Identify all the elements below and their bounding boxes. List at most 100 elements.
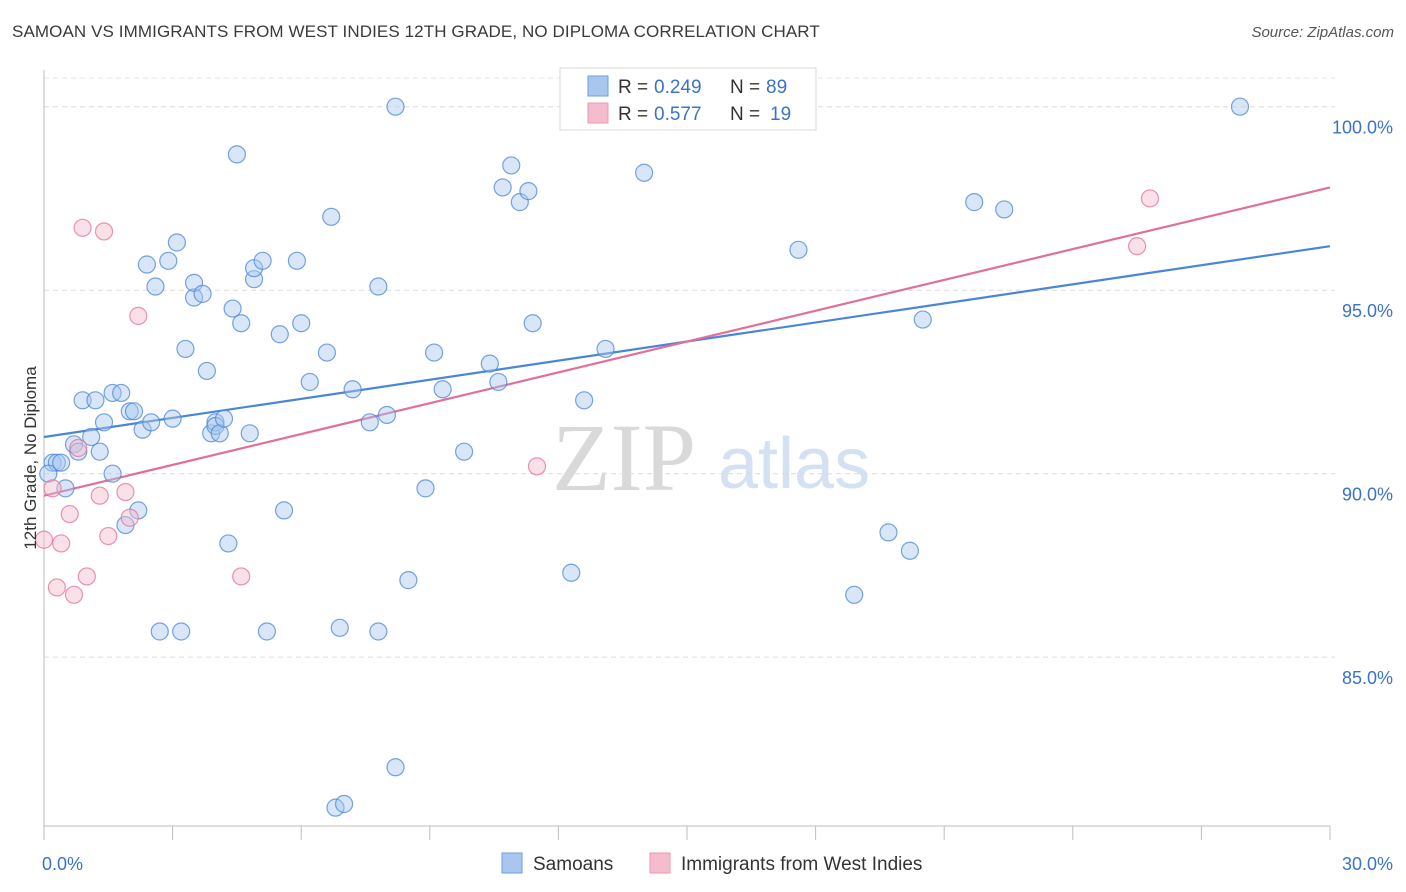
samoans-point — [232, 314, 251, 333]
samoans-point — [300, 372, 319, 392]
x-tick-label: 0.0% — [42, 854, 83, 874]
bottom-legend-swatch-west-indies — [649, 852, 671, 874]
y-tick-label: 85.0% — [1342, 668, 1393, 688]
bottom-legend-label-west-indies: Immigrants from West Indies — [681, 854, 922, 875]
legend-n-value-samoans: 89 — [766, 77, 787, 98]
samoans-point — [240, 424, 259, 443]
west-indies-point — [94, 222, 114, 241]
samoans-point — [112, 383, 131, 403]
samoans-point — [334, 794, 354, 814]
west-indies-point — [232, 567, 251, 586]
west-indies-point — [120, 508, 139, 527]
samoans-point — [163, 409, 182, 428]
bottom-legend-swatch-samoans — [501, 852, 523, 874]
samoans-point — [159, 251, 178, 270]
samoans-point — [176, 339, 195, 359]
west-indies-point — [60, 504, 79, 524]
watermark-atlas: atlas — [718, 424, 870, 504]
legend-r-label-samoans: R = — [618, 77, 648, 98]
samoans-point — [274, 501, 294, 520]
samoans-point — [227, 145, 246, 164]
samoans-point — [493, 178, 512, 197]
samoans-point — [210, 424, 229, 443]
samoans-point — [523, 314, 542, 333]
samoans-point — [39, 464, 58, 483]
samoans-point — [913, 310, 932, 329]
legend-r-value-samoans: 0.249 — [654, 77, 702, 98]
samoans-point — [900, 541, 920, 560]
tick-labels: 85.0% 90.0% 95.0% 100.0% 0.0% 30.0% — [42, 118, 1393, 874]
trend-lines — [43, 186, 1331, 497]
samoans-point — [965, 193, 984, 212]
west-indies-point — [527, 457, 547, 476]
samoans-point — [433, 380, 452, 399]
samoans-point — [317, 343, 337, 362]
samoans-point — [82, 427, 101, 447]
west-indies-point — [47, 578, 66, 597]
west-indies-point — [1127, 237, 1147, 256]
axes — [43, 70, 1331, 840]
samoans-point — [489, 372, 508, 392]
samoans-point — [253, 251, 272, 270]
samoans-point — [120, 402, 139, 421]
samoans-point — [480, 354, 499, 373]
samoans-point — [416, 479, 435, 498]
west-indies-point — [52, 534, 71, 553]
samoans-point — [789, 240, 808, 259]
samoans-point — [193, 284, 212, 303]
west-indies-point — [34, 530, 54, 549]
samoans-point — [995, 200, 1014, 219]
samoans-point — [369, 622, 388, 641]
west-indies-point — [99, 526, 118, 546]
samoans-point — [635, 163, 654, 182]
y-tick-label: 100.0% — [1332, 118, 1393, 138]
samoans-point — [424, 343, 444, 362]
samoans-point — [52, 453, 71, 472]
legend-n-label-samoans: N = — [730, 77, 760, 98]
chart-title: SAMOAN VS IMMIGRANTS FROM WEST INDIES 12… — [12, 22, 820, 41]
samoans-point — [219, 534, 238, 553]
samoans-point — [56, 479, 75, 498]
west-indies-point — [64, 585, 84, 604]
samoans-point — [292, 314, 311, 333]
samoans-point — [146, 277, 165, 296]
samoans-point — [90, 442, 109, 461]
samoans-point — [322, 207, 341, 226]
y-tick-label: 95.0% — [1342, 301, 1393, 321]
samoans-point — [270, 325, 289, 344]
samoans-point — [287, 251, 307, 270]
samoans-point — [150, 622, 169, 641]
samoans-point — [223, 299, 242, 318]
samoans-point — [562, 563, 581, 582]
samoans-point — [73, 391, 92, 410]
west-indies-point — [90, 486, 109, 505]
x-tick-label: 30.0% — [1342, 854, 1393, 874]
watermark-zip: ZIP — [552, 404, 696, 511]
west-indies-trend-line — [43, 186, 1331, 497]
data-points — [34, 97, 1250, 817]
west-indies-point — [69, 438, 88, 458]
samoans-point — [1230, 97, 1250, 116]
samoans-point — [845, 585, 864, 604]
legend-n-label-west-indies: N = — [730, 104, 760, 125]
samoans-point — [172, 622, 191, 641]
samoans-point — [369, 277, 388, 296]
samoans-point — [386, 758, 405, 777]
samoans-point — [94, 413, 114, 432]
y-axis-title: 12th Grade, No Diploma — [21, 366, 40, 550]
samoans-point — [596, 339, 615, 359]
west-indies-point — [73, 218, 92, 237]
samoans-point — [137, 255, 156, 274]
y-tick-label: 90.0% — [1342, 485, 1393, 505]
samoans-point — [399, 571, 418, 590]
west-indies-point — [77, 567, 96, 586]
bottom-legend-label-samoans: Samoans — [533, 854, 613, 875]
samoans-point — [103, 464, 122, 483]
legend-swatch-west-indies — [587, 102, 609, 124]
bottom-legend: Samoans Immigrants from West Indies — [501, 852, 922, 875]
samoans-point — [386, 97, 405, 116]
samoans-point — [454, 442, 474, 461]
legend-r-value-west-indies: 0.577 — [654, 104, 702, 125]
samoans-point — [257, 622, 277, 641]
samoans-point — [879, 523, 898, 542]
